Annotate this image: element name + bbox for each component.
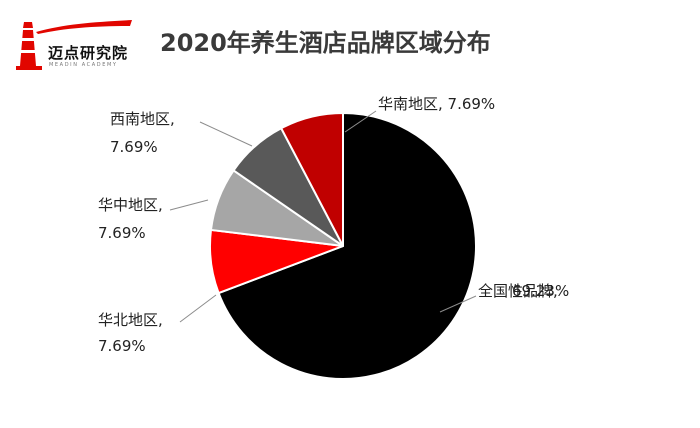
- slice-label-2: 华北地区,: [98, 311, 163, 329]
- slice-value-4: 7.69%: [110, 138, 158, 156]
- logo-swoosh: [36, 20, 132, 34]
- pie-slice-5: [279, 111, 344, 247]
- leader-line-3: [169, 199, 209, 211]
- slice-value-3: 7.69%: [98, 224, 146, 242]
- pie-slice-1: [217, 111, 477, 380]
- leader-line-5: [344, 110, 377, 133]
- slice-label-1: 全国性品牌,: [478, 282, 558, 300]
- chart-title: 2020年养生酒店品牌区域分布: [160, 29, 491, 57]
- leader-line-1: [439, 295, 477, 313]
- leader-line-2: [179, 294, 217, 323]
- logo-subtitle: MEADIN ACADEMY: [49, 62, 118, 68]
- slice-value-1: 69.23%: [512, 282, 569, 300]
- slice-label-5: 华南地区, 7.69%: [378, 95, 495, 113]
- slice-label-4: 西南地区,: [110, 110, 175, 128]
- leader-line-4: [199, 121, 253, 147]
- logo-name: 迈点研究院: [48, 44, 129, 62]
- lighthouse-icon: [16, 22, 42, 70]
- logo: 迈点研究院 MEADIN ACADEMY: [14, 14, 144, 76]
- slice-value-2: 7.69%: [98, 337, 146, 355]
- slice-label-3: 华中地区,: [98, 196, 163, 214]
